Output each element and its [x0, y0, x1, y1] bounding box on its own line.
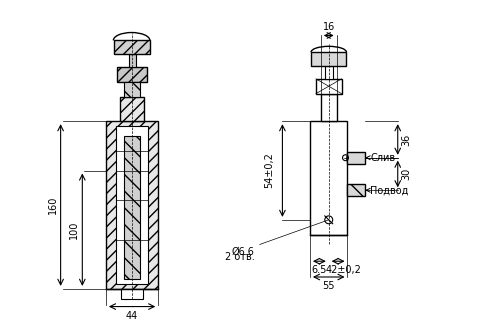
Bar [120, 97, 144, 121]
Bar [117, 67, 147, 82]
Bar [124, 82, 140, 97]
Text: 100: 100 [69, 221, 79, 239]
Bar [348, 184, 365, 196]
Bar [348, 152, 365, 164]
Bar [124, 136, 140, 279]
Text: 6.5: 6.5 [312, 265, 327, 275]
Bar [316, 79, 342, 94]
Text: Подвод: Подвод [366, 185, 408, 195]
Text: 30: 30 [402, 168, 412, 180]
Text: Слив: Слив [366, 153, 395, 163]
Text: 42±0,2: 42±0,2 [325, 265, 361, 275]
Bar [106, 121, 158, 289]
Text: 2 отв.: 2 отв. [225, 252, 255, 262]
Bar [116, 126, 149, 284]
Bar [325, 66, 333, 79]
Text: 54±0,2: 54±0,2 [265, 152, 274, 188]
Bar [311, 52, 347, 66]
Text: 55: 55 [322, 281, 335, 291]
Bar [321, 94, 337, 121]
Text: 44: 44 [126, 311, 138, 321]
Text: Ø6.6: Ø6.6 [232, 246, 255, 256]
Text: 36: 36 [402, 133, 412, 146]
Text: 160: 160 [48, 196, 58, 214]
Bar [121, 289, 143, 299]
Bar [114, 40, 151, 54]
Bar [310, 121, 348, 234]
Bar [129, 54, 136, 67]
Text: 16: 16 [323, 22, 335, 32]
